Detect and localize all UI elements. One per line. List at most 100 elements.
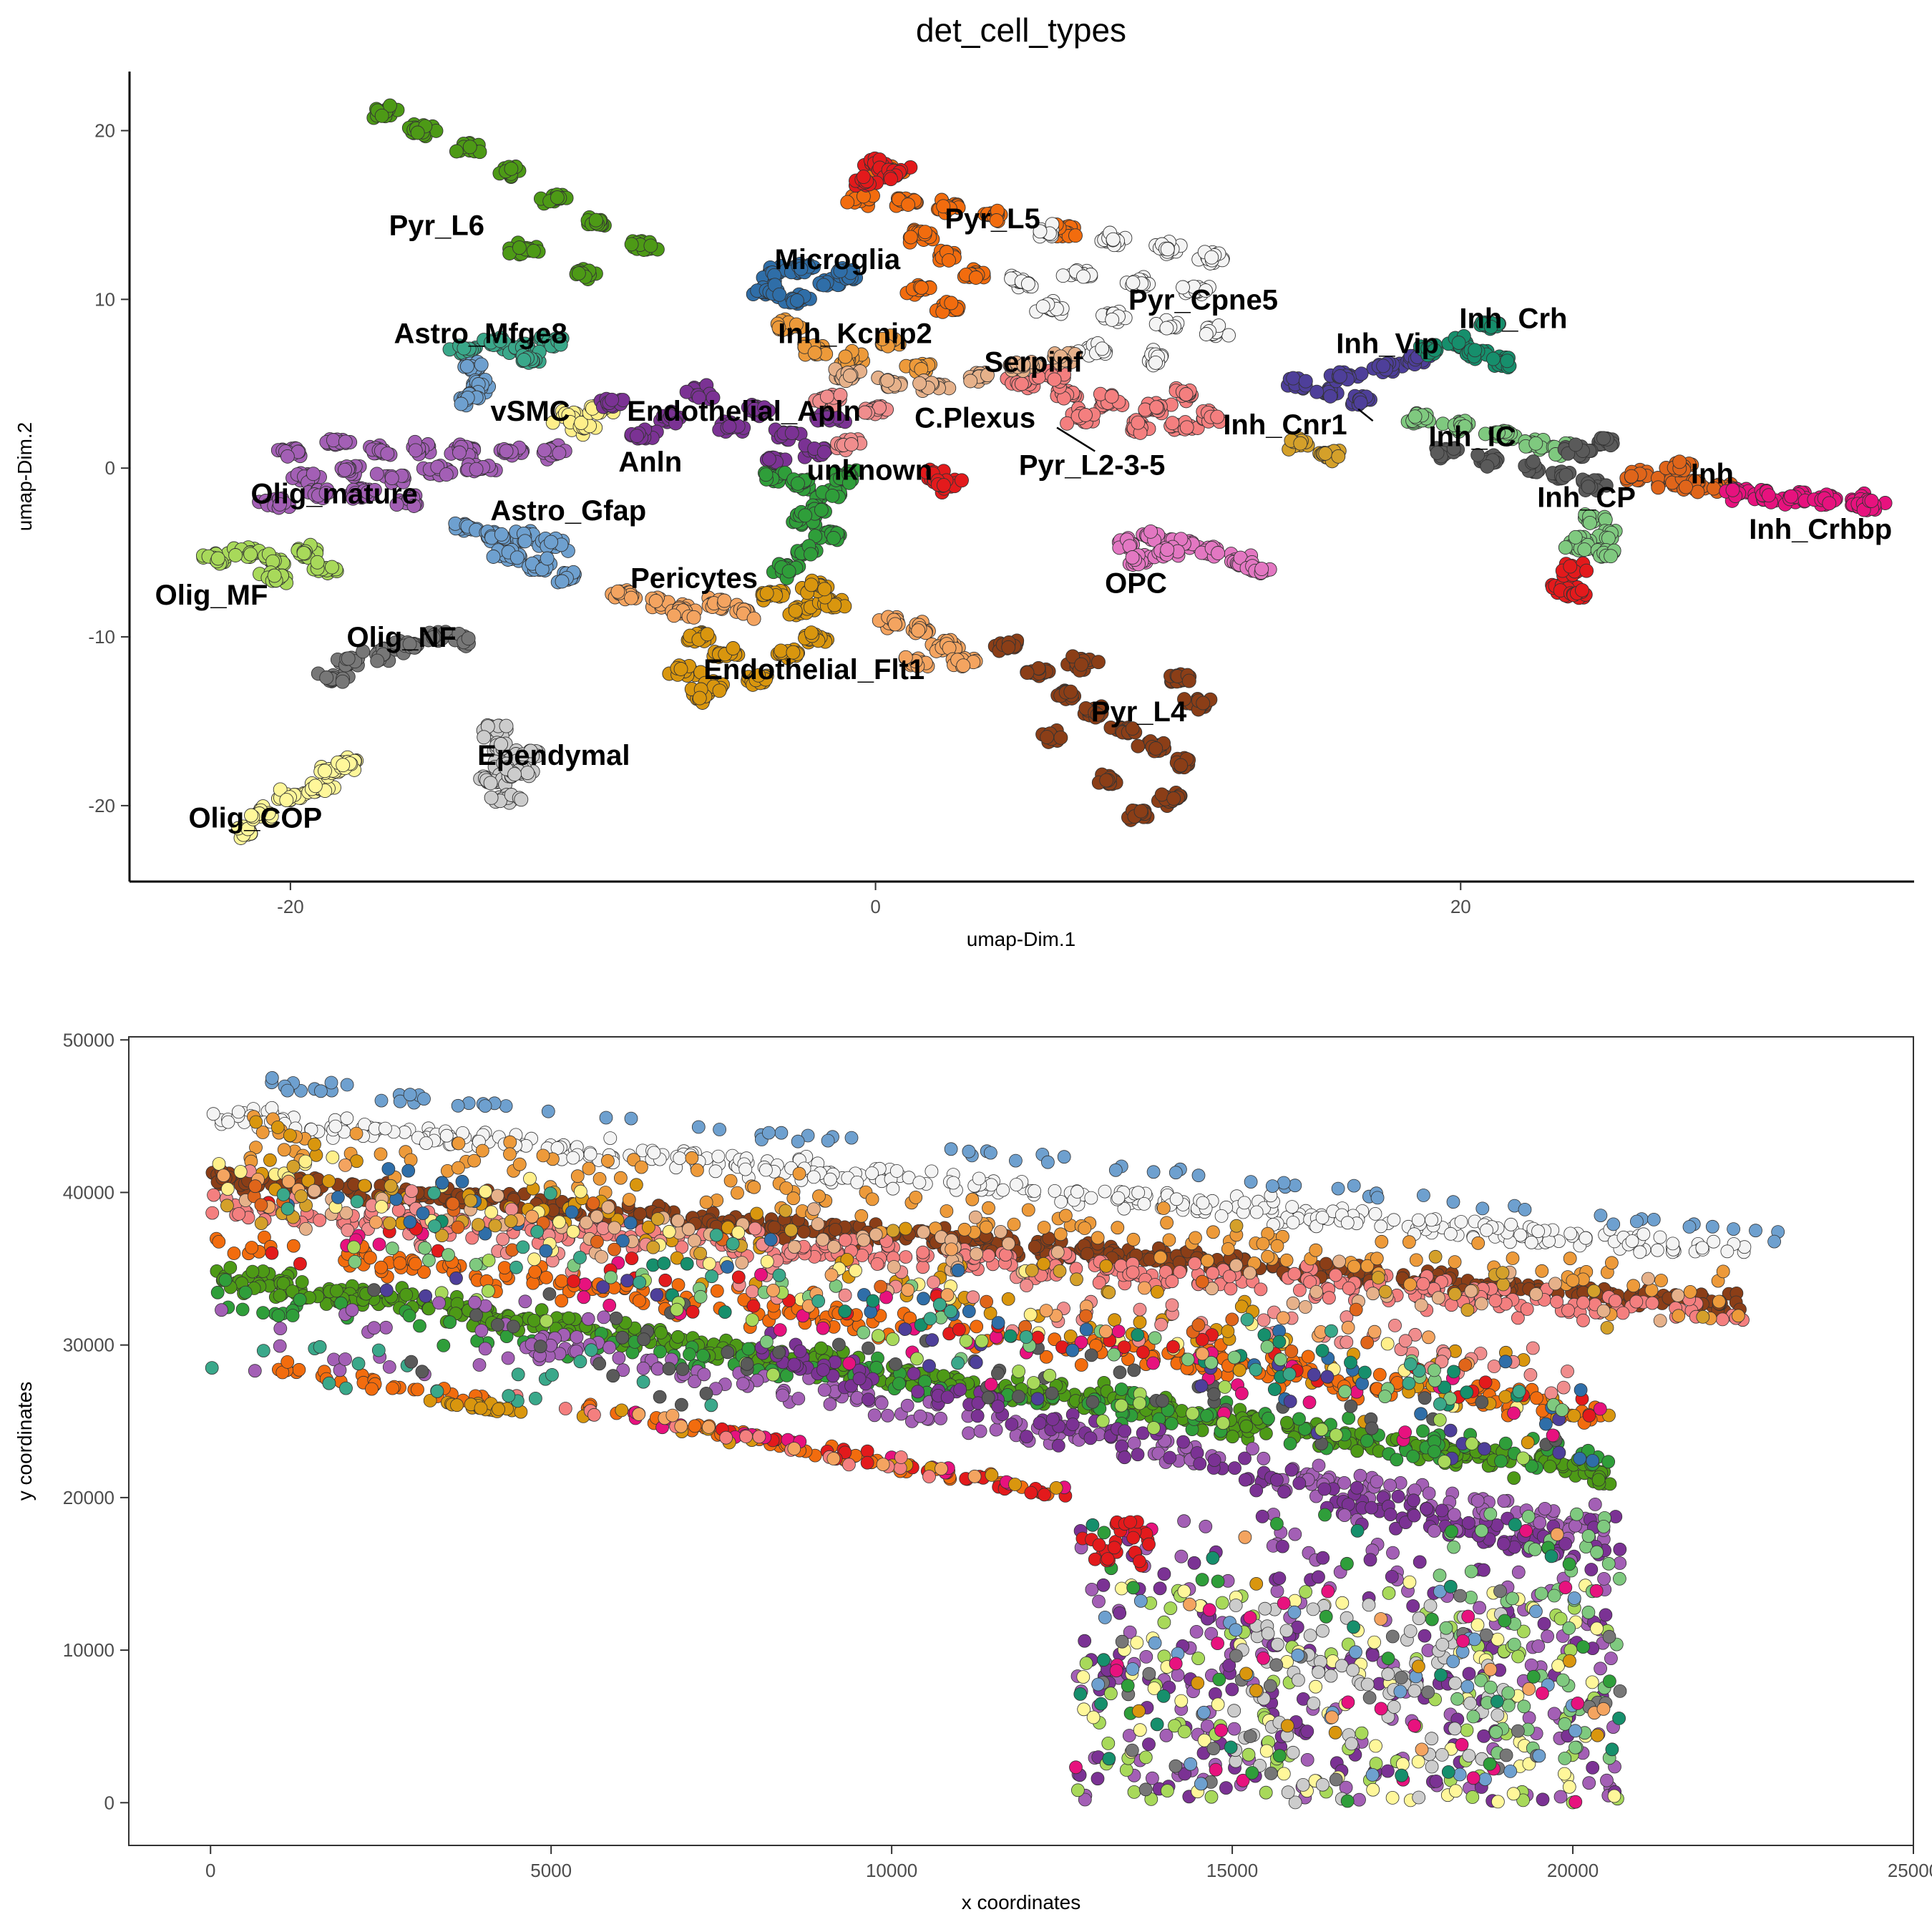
umap-label-olig-cop: Olig_COP <box>188 802 322 834</box>
spatial-point <box>1579 1231 1593 1245</box>
spatial-point <box>1285 1200 1299 1214</box>
umap-point <box>1526 454 1541 469</box>
umap-point <box>901 197 916 212</box>
umap-point <box>1063 684 1078 699</box>
umap-point <box>1106 232 1121 247</box>
umap-point <box>942 253 956 268</box>
umap-point <box>673 662 688 676</box>
spatial-point <box>221 1115 235 1129</box>
spatial-point <box>583 1147 597 1161</box>
spatial-point <box>231 1105 245 1119</box>
umap-point <box>374 108 389 123</box>
umap-point <box>844 437 859 452</box>
spatial-point <box>340 1111 354 1126</box>
umap-point <box>968 270 983 285</box>
umap-point <box>1131 415 1146 430</box>
spatial-point <box>850 1176 864 1189</box>
umap-point <box>936 478 951 493</box>
umap-point <box>772 287 787 302</box>
umap-point <box>963 374 978 389</box>
spatial-point <box>823 1172 837 1186</box>
umap-point <box>825 488 840 503</box>
umap-point <box>1020 276 1035 291</box>
umap-point <box>1179 387 1194 401</box>
umap-point <box>550 190 565 205</box>
spatial-point <box>419 1136 433 1150</box>
umap-point <box>267 568 282 583</box>
umap-point <box>914 280 929 295</box>
spatial-point <box>1625 1234 1639 1248</box>
spatial-point <box>328 1119 343 1133</box>
umap-point <box>1074 657 1089 672</box>
umap-y-tick-label: 0 <box>105 457 115 479</box>
umap-label-olig-mature: Olig_mature <box>250 479 417 510</box>
spatial-point <box>1650 1243 1664 1257</box>
umap-cluster-pyr-l6 <box>366 98 665 286</box>
spatial-point <box>916 1245 930 1259</box>
spatial-point <box>916 1260 930 1274</box>
umap-point <box>1254 562 1269 577</box>
umap-label-anln: Anln <box>618 447 682 478</box>
spatial-point <box>1319 1257 1333 1271</box>
umap-label-inh-cp: Inh_CP <box>1537 482 1636 513</box>
umap-point <box>1332 369 1347 384</box>
umap-point <box>630 429 644 444</box>
umap-point <box>1485 351 1501 366</box>
spatial-point <box>439 1128 454 1143</box>
spatial-point <box>1028 1240 1042 1254</box>
spatial-point <box>1653 1230 1667 1244</box>
umap-point <box>1159 321 1174 336</box>
umap-point <box>1822 496 1837 511</box>
spatial-point <box>1645 1296 1659 1310</box>
spatial-point <box>1206 1266 1220 1280</box>
umap-point <box>1558 467 1574 482</box>
spatial-point <box>1666 1236 1680 1251</box>
spatial-point <box>899 1250 913 1264</box>
spatial-point <box>1070 1185 1084 1199</box>
spatial-point <box>1249 1205 1264 1219</box>
spatial-point <box>738 1162 753 1176</box>
umap-label-c-plexus: C.Plexus <box>914 403 1035 434</box>
umap-point <box>884 172 898 187</box>
umap-point <box>1286 371 1301 386</box>
umap-point <box>504 161 519 176</box>
umap-y-tick-label: 10 <box>94 288 115 310</box>
umap-point <box>469 462 484 477</box>
spatial-point <box>870 1257 884 1271</box>
umap-point <box>1133 804 1148 819</box>
spatial-point <box>1720 1244 1735 1259</box>
umap-point <box>692 691 707 706</box>
umap-point <box>544 535 559 550</box>
umap-label-pyr-cpne5: Pyr_Cpne5 <box>1128 284 1278 316</box>
umap-panel: Pyr_L6 Pyr_L5MicrogliaPyr_Cpne5Inh_CrhAst… <box>14 72 1914 950</box>
spatial-point <box>972 1171 986 1186</box>
spatial-point <box>996 1183 1010 1197</box>
umap-point <box>1149 400 1164 415</box>
umap-point <box>499 444 514 459</box>
umap-point <box>856 170 871 185</box>
spatial-point <box>1188 1257 1202 1271</box>
spatial-point <box>711 1149 726 1163</box>
spatial-point <box>708 1164 723 1179</box>
umap-label-endothelial-apln: Endothelial_Apln <box>627 396 861 427</box>
umap-point <box>1575 582 1589 597</box>
spatial-point <box>1340 1216 1355 1230</box>
umap-point <box>1160 242 1175 257</box>
spatial-point <box>1293 1283 1307 1297</box>
umap-point <box>1053 730 1068 745</box>
umap-point <box>280 449 295 464</box>
umap-point <box>318 763 332 779</box>
umap-point <box>1528 436 1543 451</box>
umap-point <box>1196 696 1211 711</box>
umap-x-tick-label: -20 <box>277 896 304 917</box>
spatial-point <box>603 1131 618 1145</box>
umap-point <box>1211 546 1226 560</box>
spatial-point <box>1411 1213 1425 1227</box>
umap-point <box>484 790 499 805</box>
umap-point <box>648 594 663 608</box>
umap-point <box>1179 420 1194 435</box>
umap-point <box>804 625 819 640</box>
umap-labels: Pyr_L6 Pyr_L5MicrogliaPyr_Cpne5Inh_CrhAst… <box>155 203 1893 834</box>
umap-point <box>1091 655 1106 670</box>
umap-point <box>1095 341 1110 356</box>
